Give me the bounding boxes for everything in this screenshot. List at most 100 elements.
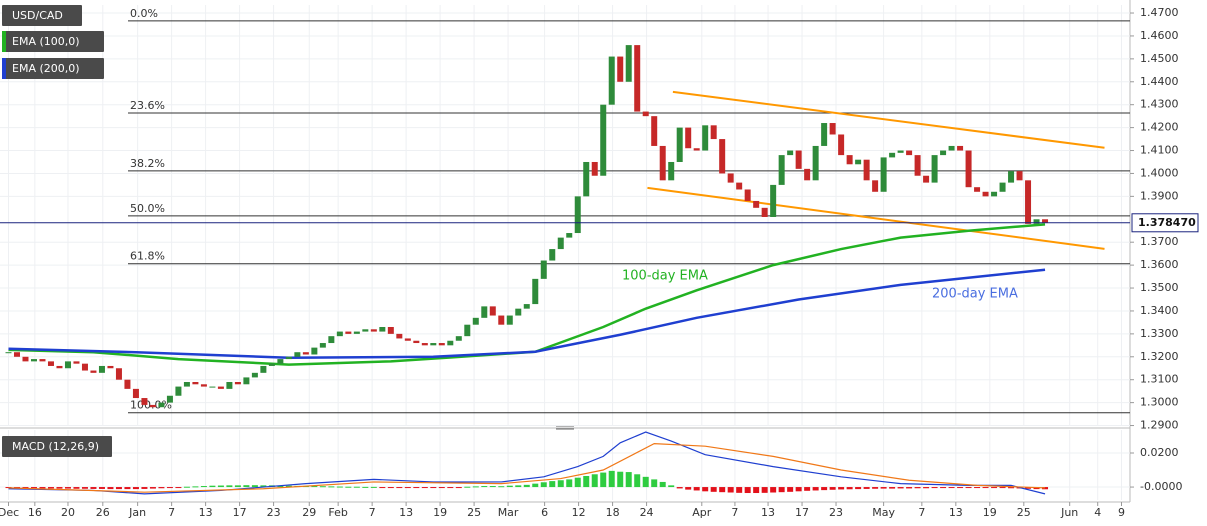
candle-body <box>379 326 386 332</box>
candle-body <box>132 388 139 399</box>
histogram-bar <box>430 487 437 489</box>
candle-body <box>455 336 462 341</box>
histogram-bar <box>447 487 454 489</box>
histogram-bar <box>183 486 190 488</box>
histogram-bar <box>506 485 513 488</box>
histogram-bar <box>863 487 870 489</box>
histogram-bar <box>234 485 241 488</box>
candle-body <box>387 326 394 334</box>
candle-body <box>634 45 641 112</box>
candle-body <box>438 343 445 346</box>
candle-body <box>1016 171 1023 181</box>
histogram-bar <box>515 485 522 488</box>
candle-body <box>141 398 148 405</box>
candle-body <box>370 329 377 332</box>
y-tick-label: 1.4500 <box>1140 52 1179 65</box>
y-tick-label: 1.3100 <box>1140 373 1179 386</box>
last-price-label: 1.378470 <box>1138 216 1196 229</box>
y-tick-label: 1.4200 <box>1140 121 1179 134</box>
y-tick-label: 1.3700 <box>1140 235 1179 248</box>
candle-body <box>897 150 904 153</box>
candle-body <box>812 145 819 181</box>
histogram-bar <box>47 487 54 489</box>
histogram-bar <box>149 487 156 489</box>
histogram-bar <box>761 487 768 493</box>
x-tick-label: 23 <box>829 506 843 519</box>
candle-body <box>81 363 88 371</box>
candle-body <box>430 343 437 346</box>
y-tick-label: 0.0200 <box>1140 446 1179 459</box>
histogram-bar <box>668 485 675 488</box>
y-tick-label: 1.3500 <box>1140 281 1179 294</box>
candle-body <box>999 182 1006 192</box>
ema-line <box>8 268 1046 359</box>
histogram-bar <box>362 486 369 488</box>
histogram-bar <box>855 487 862 490</box>
y-tick-label: 1.4400 <box>1140 75 1179 88</box>
last-price-box <box>1131 213 1199 233</box>
ema-line <box>8 223 1046 366</box>
histogram-bar <box>1008 487 1015 489</box>
candle-body <box>940 150 947 156</box>
x-tick-label: 25 <box>1017 506 1031 519</box>
histogram-bar <box>676 487 683 489</box>
histogram-bar <box>787 487 794 492</box>
x-tick-label: 19 <box>983 506 997 519</box>
histogram-bar <box>124 487 131 490</box>
candle-body <box>523 304 530 309</box>
legend-box <box>2 5 82 26</box>
candle-body <box>515 308 522 316</box>
candle-body <box>124 379 131 389</box>
x-tick-label: Apr <box>692 506 712 519</box>
histogram-bar <box>931 487 938 489</box>
histogram-bar <box>957 487 964 489</box>
candle-body <box>447 340 454 346</box>
candle-body <box>931 155 938 183</box>
histogram-bar <box>311 486 318 488</box>
candle-body <box>676 127 683 162</box>
candle-body <box>591 161 598 176</box>
histogram-bar <box>396 487 403 489</box>
histogram-bar <box>685 487 692 490</box>
histogram-bar <box>387 487 394 489</box>
histogram-bar <box>336 486 343 488</box>
histogram-bar <box>651 479 658 488</box>
histogram-bar <box>98 487 105 489</box>
x-tick-label: 13 <box>761 506 775 519</box>
histogram-bar <box>472 486 479 488</box>
histogram-bar <box>5 487 12 489</box>
y-tick-label: 1.3000 <box>1140 396 1179 409</box>
candle-body <box>855 159 862 165</box>
legend-box <box>2 436 112 457</box>
candle-body <box>285 356 292 360</box>
histogram-bar <box>744 487 751 494</box>
candle-body <box>345 331 352 334</box>
channel-line <box>672 90 1105 149</box>
candle-body <box>481 306 488 318</box>
annotation: 100-day EMA <box>622 269 708 284</box>
candle-body <box>243 377 250 385</box>
histogram-bar <box>464 486 471 488</box>
histogram-bar <box>22 487 29 489</box>
x-tick-label: 17 <box>233 506 247 519</box>
candle-body <box>294 352 301 357</box>
histogram-bar <box>319 486 326 488</box>
candle-body <box>107 365 114 369</box>
x-tick-label: 19 <box>433 506 447 519</box>
histogram-bar <box>226 485 233 488</box>
candle-body <box>217 386 224 389</box>
candle-body <box>608 56 615 105</box>
histogram-bar <box>549 481 556 488</box>
macd-line <box>8 431 1046 495</box>
candle-body <box>47 361 54 366</box>
y-tick-label: 1.4700 <box>1140 6 1179 19</box>
candle-body <box>404 338 411 341</box>
candle-body <box>651 116 658 146</box>
fib-label: 50.0% <box>130 202 165 215</box>
x-tick-label: 13 <box>399 506 413 519</box>
y-tick-label: -0.0000 <box>1140 480 1182 493</box>
histogram-bar <box>889 487 896 489</box>
candle-body <box>396 333 403 339</box>
